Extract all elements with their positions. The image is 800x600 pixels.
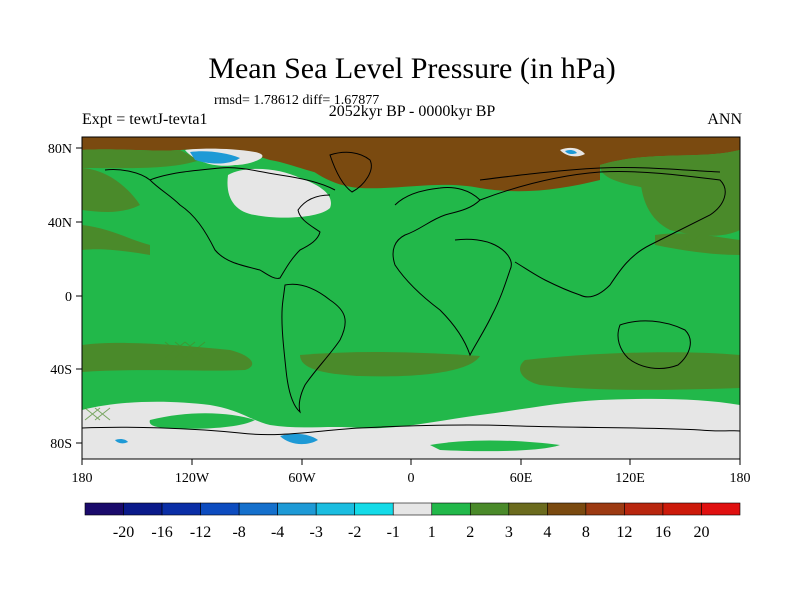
colorbar-label: -4 [271,524,284,541]
colorbar-swatch [277,502,317,516]
lat-label-40s: 40S [50,363,72,378]
colorbar-label: 8 [582,524,590,541]
lon-label-120e: 120E [615,471,645,486]
colorbar-label: -1 [387,524,400,541]
colorbar-label: 1 [428,524,436,541]
lat-label-40n: 40N [48,216,72,231]
east-siberia-olive [640,165,740,236]
canada-blue [190,151,240,164]
colorbar-label: 16 [655,524,671,541]
chart-title: Mean Sea Level Pressure (in hPa) [208,52,616,85]
arctic-brown-core [300,140,600,192]
colorbar-label: -3 [310,524,323,541]
laurentide-grey [227,168,331,218]
alaska-olive [82,168,140,213]
lon-label-180w: 180 [72,471,93,486]
scandinavia-blue [565,149,577,155]
lon-label-0: 0 [408,471,415,486]
colorbar-swatch [315,502,356,516]
colorbar-label: -16 [151,524,172,541]
colorbar-swatch [354,502,394,516]
colorbar-label: 2 [466,524,474,541]
lon-label-60w: 60W [288,471,316,486]
pacific-olive [82,225,150,255]
season-label: ANN [707,111,742,128]
colorbar-label: 3 [505,524,513,541]
colorbar-swatch [701,502,741,516]
colorbar-swatch [624,502,664,516]
lon-label-120w: 120W [175,471,210,486]
arctic-olive-west [82,149,200,169]
colorbar-swatch [123,502,163,516]
weddell-blue [280,433,318,445]
axis-ticks [76,147,741,465]
colorbar-swatch [84,502,124,516]
colorbar-label: 4 [543,524,551,541]
colorbar-label: 20 [693,524,709,541]
lat-label-0: 0 [65,290,72,305]
colorbar-swatch [469,502,510,516]
stats-text: rmsd= 1.78612 diff= 1.67877 [214,93,380,108]
nw-pacific-olive [655,233,740,255]
colorbar-swatch [547,502,587,516]
lat-label-80n: 80N [48,142,72,157]
colorbar-swatch [585,502,625,516]
antarctic-green-patch-b [430,440,560,452]
colorbar-label: 12 [616,524,632,541]
lon-label-180e: 180 [730,471,751,486]
colorbar-swatch [392,502,433,516]
colorbar-swatch [238,502,278,516]
experiment-label: Expt = tewtJ-tevta1 [82,111,208,128]
lat-label-80s: 80S [50,437,72,452]
hatching [84,234,701,421]
colorbar-label: -20 [113,524,134,541]
latitude-labels: 80N 40N 0 40S 80S [48,142,72,452]
colorbar-label: -12 [190,524,211,541]
southern-olive-mid [300,352,480,377]
southern-olive-west [82,342,253,372]
colorbar-swatch [508,502,548,516]
colorbar: -20 -16 -12 -8 -4 -3 -2 -1 1 2 3 4 8 12 16 20 [84,502,741,541]
map-field [82,137,740,459]
colorbar-label: -8 [232,524,245,541]
colorbar-swatch [200,502,240,516]
colorbar-swatch [431,502,471,516]
antarctic-grey-inner [82,428,740,459]
lon-label-60e: 60E [510,471,533,486]
southern-olive-east [520,352,740,390]
colorbar-swatch [161,502,201,516]
longitude-labels: 180 120W 60W 0 60E 120E 180 [72,471,751,486]
coastlines [82,151,740,436]
colorbar-swatch [662,502,702,516]
ross-blue [115,438,128,444]
antarctic-green-patch-a [149,413,255,429]
colorbar-label: -2 [348,524,361,541]
period-text: 2052kyr BP - 0000kyr BP [328,103,496,120]
